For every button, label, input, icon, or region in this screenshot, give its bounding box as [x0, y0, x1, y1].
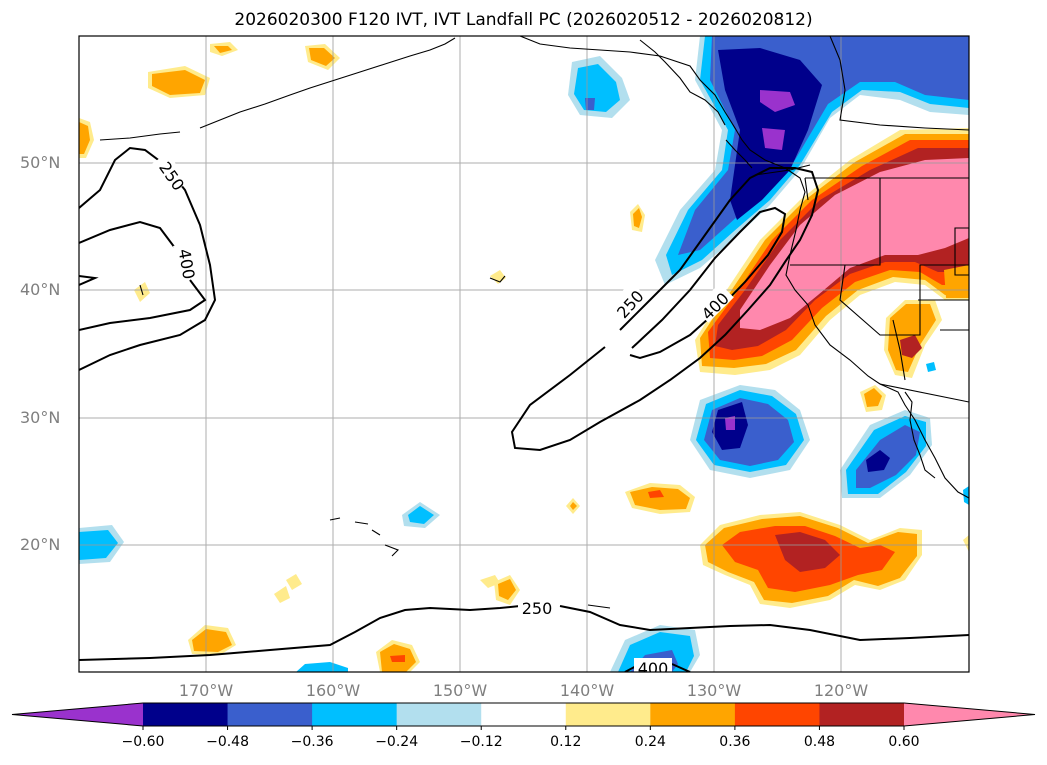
colorbar-extend-low	[12, 703, 143, 726]
positive-anomaly-great-basin	[860, 265, 969, 412]
negative-anomaly-subtropical	[690, 385, 810, 478]
colorbar-tick-label: −0.36	[290, 734, 334, 750]
map-panel: 250 400 250 400 250 400	[79, 36, 969, 678]
colorbar-segment	[819, 703, 905, 726]
negative-anomaly-baja	[840, 410, 932, 498]
lat-label-50n: 50°N	[20, 153, 61, 172]
colorbar-segment	[565, 703, 651, 726]
colorbar-tick-label: 0.36	[719, 734, 751, 750]
positive-anomaly-misc	[79, 42, 969, 672]
colorbar-tick-label: −0.48	[206, 734, 249, 750]
lat-label-40n: 40°N	[20, 280, 61, 299]
lon-label-120w: 120°W	[813, 681, 869, 700]
coastlines	[99, 36, 969, 609]
colorbar-segment	[396, 703, 482, 726]
colorbar-extend-high	[904, 703, 1035, 726]
colorbar-segment	[227, 703, 313, 726]
positive-anomaly-west-coast	[695, 128, 969, 375]
colorbar-segment	[734, 703, 820, 726]
contour-label-400-south: 400	[638, 659, 669, 678]
lon-label-170w: 170°W	[178, 681, 234, 700]
map-frame	[78, 35, 970, 673]
lon-label-140w: 140°W	[559, 681, 615, 700]
negative-anomaly-north-coast	[655, 36, 969, 285]
colorbar	[11, 702, 1036, 730]
contour-label-250-south: 250	[522, 599, 553, 618]
colorbar-tick-label: 0.60	[888, 734, 920, 750]
lon-label-160w: 160°W	[305, 681, 361, 700]
colorbar-segment	[143, 703, 229, 726]
colorbar-tick-label: 0.12	[550, 734, 582, 750]
lon-label-130w: 130°W	[686, 681, 742, 700]
colorbar-segment	[312, 703, 398, 726]
negative-anomaly-gulf-alaska	[568, 56, 630, 118]
colorbar-tick-label: 0.24	[634, 734, 666, 750]
colorbar-tick-label: −0.24	[375, 734, 419, 750]
lat-label-20n: 20°N	[20, 535, 61, 554]
lat-label-30n: 30°N	[20, 408, 61, 427]
colorbar-tick-label: −0.60	[121, 734, 165, 750]
lon-label-150w: 150°W	[432, 681, 488, 700]
ivt-contours	[79, 146, 969, 672]
positive-anomaly-subtropical	[625, 483, 922, 608]
colorbar-tick-label: 0.48	[803, 734, 836, 750]
colorbar-tick-label: −0.12	[459, 734, 503, 750]
map-title: 2026020300 F120 IVT, IVT Landfall PC (20…	[234, 10, 813, 30]
colorbar-segment	[481, 703, 567, 726]
colorbar-segment	[650, 703, 736, 726]
lat-lon-grid	[79, 36, 969, 672]
